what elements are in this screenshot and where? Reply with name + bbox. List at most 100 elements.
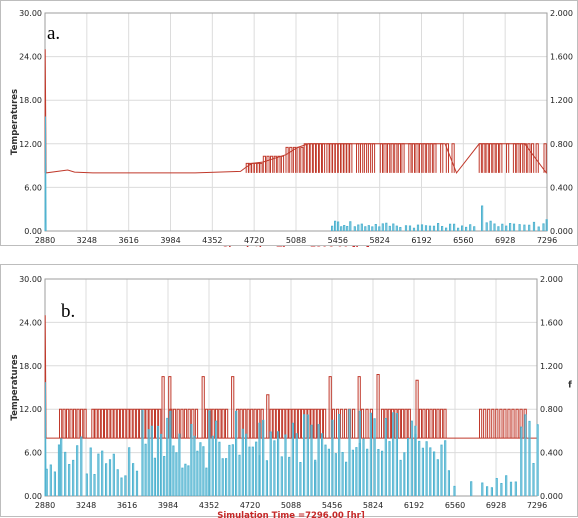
data-spike [373, 418, 376, 496]
data-spike [537, 226, 540, 231]
axis-ticks: 2880 3248 3616 3984 4352 4720 5088 5456 5824 6192… [19, 275, 563, 510]
data-spike [340, 226, 343, 231]
data-spike [269, 431, 272, 496]
data-spike [543, 143, 547, 173]
y2-tick-label: 2.000 [540, 275, 563, 284]
data-spike [447, 470, 450, 496]
data-spike [66, 408, 70, 439]
data-spike [528, 224, 531, 231]
data-spike [160, 433, 163, 496]
data-spike [422, 408, 426, 439]
data-spike [495, 143, 499, 173]
data-spike [64, 451, 67, 496]
data-spike [297, 408, 302, 439]
x-tick-label: 6928 [486, 501, 506, 510]
data-spike [100, 408, 104, 439]
data-spike [248, 446, 251, 496]
data-spike [104, 408, 108, 439]
data-spike [384, 418, 387, 496]
data-spike [258, 422, 261, 496]
data-spike [176, 408, 180, 439]
x-tick-label: 3616 [117, 501, 137, 510]
data-spike [408, 143, 412, 173]
data-spike [175, 452, 178, 496]
data-spike [420, 224, 424, 231]
x-tick-label: 7296 [527, 501, 547, 510]
data-spike [528, 420, 531, 496]
data-spike [489, 220, 492, 231]
data-spike [299, 462, 302, 496]
y2-tick-label: 0.400 [550, 183, 573, 192]
y2-tick-label: 0.800 [540, 405, 563, 414]
data-spike [288, 456, 291, 496]
data-spike [425, 408, 430, 439]
data-spike [163, 456, 166, 496]
data-spike [495, 408, 499, 439]
y2-axis-title: f [568, 381, 572, 391]
data-spike [353, 226, 356, 231]
data-spike [85, 473, 88, 496]
data-spike [116, 469, 119, 496]
data-spike [69, 408, 73, 439]
data-spike [153, 457, 156, 496]
data-spike [323, 408, 327, 439]
data-spike [381, 408, 385, 439]
data-spike [357, 376, 361, 439]
y2-tick-label: 1.200 [550, 96, 573, 105]
data-spike [73, 408, 77, 439]
data-spike [486, 486, 489, 496]
data-spike [385, 222, 388, 231]
data-spike [418, 440, 421, 496]
data-spike [318, 143, 322, 173]
data-spike [62, 408, 66, 439]
data-spike [360, 223, 363, 231]
data-spike [357, 224, 360, 231]
data-spike [317, 424, 320, 496]
data-spike [91, 408, 95, 439]
data-spike [169, 425, 172, 496]
data-spike [332, 143, 336, 173]
data-spike [272, 408, 276, 439]
data-spike [505, 475, 508, 496]
data-spike [524, 414, 527, 496]
data-spike [107, 408, 111, 439]
data-spike [495, 478, 498, 496]
data-spike [395, 225, 398, 231]
data-spike [381, 450, 384, 496]
data-spike [310, 408, 314, 439]
data-spike [493, 223, 496, 231]
data-spike [245, 162, 249, 173]
series-right [44, 116, 548, 232]
data-spike [401, 143, 405, 173]
y-tick-label: 24.00 [19, 318, 42, 327]
data-spike [387, 143, 391, 173]
data-spike [108, 459, 112, 496]
x-tick-label: 5088 [286, 236, 306, 245]
data-spike [277, 155, 281, 173]
data-spike [419, 143, 423, 173]
y2-tick-label: 1.600 [550, 53, 573, 62]
data-spike [489, 143, 493, 173]
data-spike [338, 414, 341, 496]
data-spike [184, 463, 187, 496]
data-spike [383, 143, 387, 173]
data-spike [196, 450, 199, 496]
data-spike [485, 143, 489, 173]
data-spike [356, 143, 360, 173]
data-spike [172, 408, 177, 439]
data-spike [94, 408, 98, 439]
x-tick-label: 6560 [453, 236, 473, 245]
data-spike [135, 408, 140, 439]
data-spike [348, 409, 351, 496]
data-spike [123, 408, 127, 439]
data-spike [433, 143, 437, 173]
data-spike [453, 223, 456, 231]
data-spike [415, 379, 419, 439]
data-spike [285, 408, 289, 439]
data-spike [425, 441, 428, 496]
y2-tick-label: 0.800 [550, 140, 573, 149]
data-spike [273, 440, 276, 496]
data-spike [97, 408, 101, 439]
data-spike [326, 143, 330, 173]
data-spike [168, 376, 172, 439]
